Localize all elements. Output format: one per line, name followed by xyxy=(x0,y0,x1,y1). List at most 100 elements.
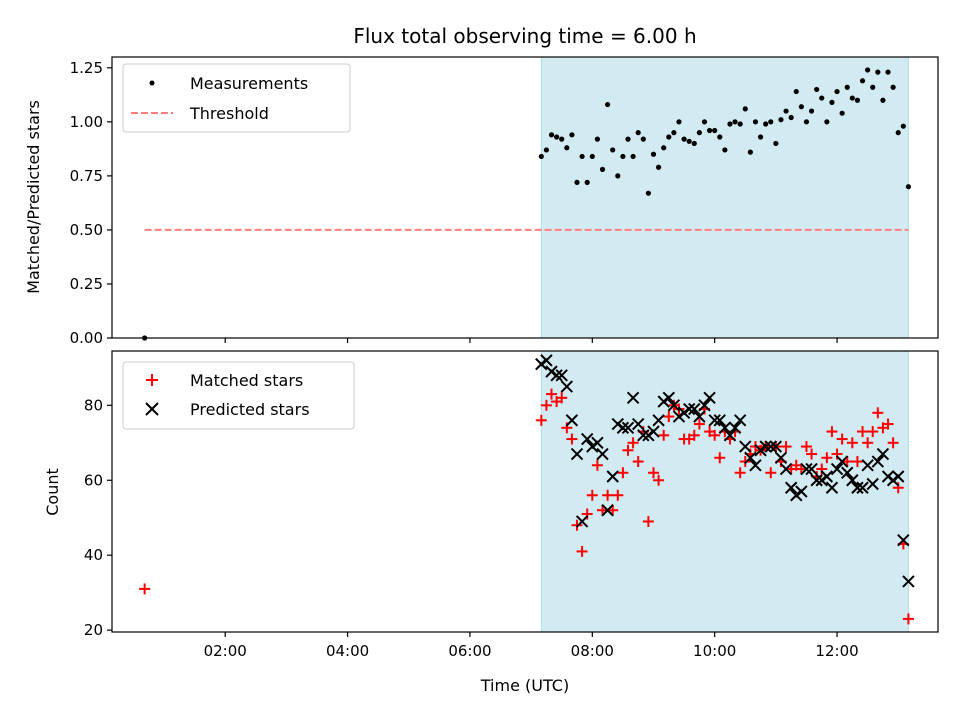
predicted-star-point xyxy=(601,504,614,517)
matched-star-point xyxy=(795,463,807,475)
x-tick-label: 02:00 xyxy=(204,642,247,660)
predicted-star-point xyxy=(708,414,721,427)
predicted-star-point xyxy=(621,421,635,435)
x-axis-label: Time (UTC) xyxy=(480,676,569,695)
predicted-star-point xyxy=(851,481,864,494)
matched-star-point xyxy=(765,467,777,479)
data-point xyxy=(701,119,708,125)
data-point xyxy=(610,147,616,153)
matched-star-point xyxy=(607,504,619,516)
data-point xyxy=(681,136,687,142)
data-point xyxy=(625,136,631,142)
predicted-star-point xyxy=(820,470,834,483)
predicted-star-point xyxy=(892,470,905,483)
data-point xyxy=(859,78,866,84)
data-point xyxy=(640,136,646,142)
predicted-star-point xyxy=(800,462,813,476)
matched-star-point xyxy=(663,411,675,423)
data-point xyxy=(584,179,590,185)
matched-star-point xyxy=(586,489,598,501)
x-tick-label: 10:00 xyxy=(693,642,736,660)
data-point xyxy=(768,119,774,125)
matched-star-point xyxy=(632,456,644,468)
matched-star-point xyxy=(540,399,552,411)
data-point xyxy=(676,119,682,125)
data-point xyxy=(895,130,901,136)
data-point xyxy=(824,119,830,125)
matched-star-point xyxy=(867,426,879,438)
matched-star-point xyxy=(622,444,634,456)
predicted-star-point xyxy=(779,462,793,476)
matched-star-point xyxy=(647,467,659,479)
predicted-star-point xyxy=(637,429,650,442)
data-point xyxy=(737,121,743,127)
data-point xyxy=(717,134,723,140)
predicted-star-point xyxy=(774,451,788,464)
data-point xyxy=(645,190,651,196)
bottom-legend: Matched stars Predicted stars xyxy=(122,361,355,430)
y-tick-label: 60 xyxy=(84,471,103,489)
predicted-star-point xyxy=(810,474,823,487)
matched-star-point xyxy=(693,418,705,430)
predicted-star-point xyxy=(713,414,726,427)
predicted-star-point xyxy=(835,455,849,468)
data-point xyxy=(650,151,657,157)
data-point xyxy=(834,88,840,95)
predicted-star-point xyxy=(846,474,859,487)
predicted-star-point xyxy=(744,451,757,464)
x-tick-label: 06:00 xyxy=(448,642,491,660)
y-tick-label: 1.00 xyxy=(70,113,103,131)
data-point xyxy=(686,138,692,144)
matched-star-point xyxy=(846,437,858,449)
matched-star-point xyxy=(841,456,853,468)
x-tick-label: 08:00 xyxy=(571,642,614,660)
matched-star-point xyxy=(617,467,629,479)
top-axes: 0.00 0.25 0.50 0.75 1.00 1.25 xyxy=(70,56,939,347)
data-point xyxy=(732,119,738,125)
y-tick-label: 0.25 xyxy=(70,275,103,293)
data-point xyxy=(574,179,580,185)
matched-star-point xyxy=(688,429,700,441)
predicted-star-point xyxy=(591,436,604,450)
predicted-star-point xyxy=(902,575,915,588)
chart-title: Flux total observing time = 6.00 h xyxy=(353,24,696,48)
matched-star-point xyxy=(566,433,578,445)
matched-star-point xyxy=(597,504,609,516)
data-point xyxy=(865,67,871,73)
predicted-star-point xyxy=(795,485,808,498)
data-point xyxy=(691,140,697,147)
data-point xyxy=(778,117,784,123)
data-point xyxy=(712,127,718,134)
matched-star-point xyxy=(902,613,914,625)
matched-star-point xyxy=(800,441,812,453)
top-legend-frame xyxy=(122,63,351,133)
y-tick-label: 40 xyxy=(84,546,103,564)
data-point xyxy=(763,121,769,127)
axes-frame xyxy=(111,56,939,339)
data-point xyxy=(844,84,850,90)
data-point xyxy=(615,173,621,179)
predicted-star-point xyxy=(739,440,752,453)
bottom-legend-frame xyxy=(122,361,355,430)
data-point xyxy=(579,153,585,160)
y-tick-label: 0.00 xyxy=(70,329,103,347)
predicted-star-point xyxy=(841,466,854,479)
matched-star-point xyxy=(872,407,884,419)
data-point xyxy=(727,121,733,127)
data-point xyxy=(594,136,601,142)
predicted-star-point xyxy=(784,481,798,494)
data-point xyxy=(671,130,677,136)
legend-measurements-marker xyxy=(149,80,155,86)
legend-matched-marker xyxy=(146,374,158,386)
matched-star-point xyxy=(857,426,869,438)
matched-star-point xyxy=(836,433,848,445)
matched-star-point xyxy=(826,426,838,438)
predicted-star-point xyxy=(693,410,706,423)
matched-star-point xyxy=(862,437,874,449)
data-point xyxy=(630,153,636,160)
predicted-star-point xyxy=(703,391,716,405)
legend-threshold-label: Threshold xyxy=(189,104,269,123)
data-point xyxy=(538,153,544,160)
predicted-star-point xyxy=(698,399,711,412)
